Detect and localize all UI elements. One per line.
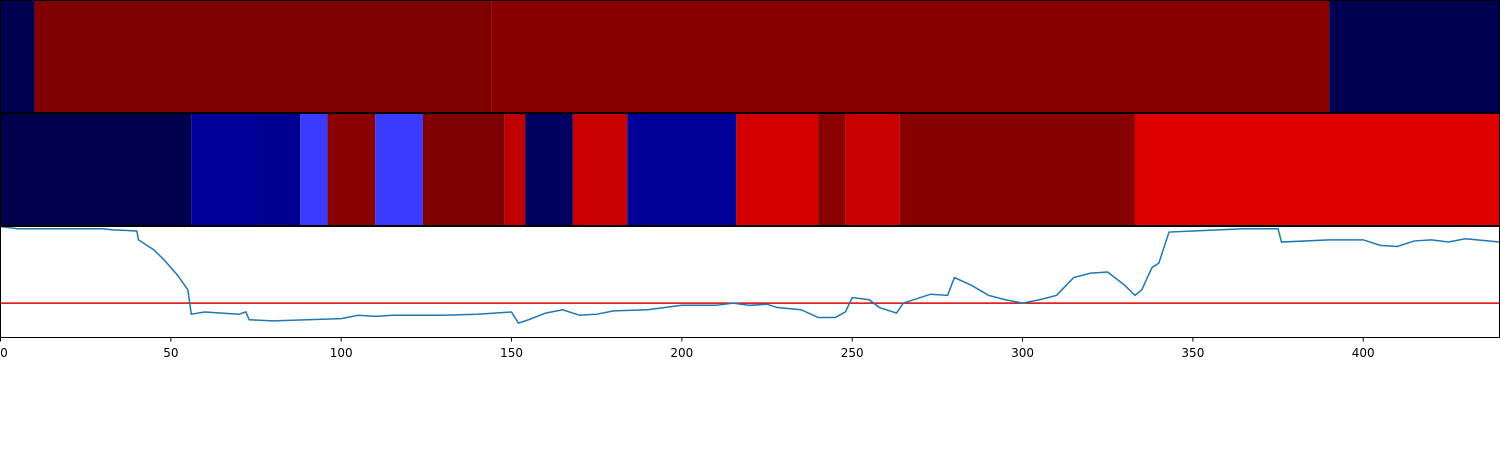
x-tick-label: 250	[841, 346, 864, 360]
x-tick-label: 0	[0, 346, 8, 360]
segment	[327, 113, 376, 226]
segment	[572, 113, 628, 226]
x-tick-label: 300	[1011, 346, 1034, 360]
x-tick-label: 150	[500, 346, 523, 360]
segment	[422, 113, 505, 226]
segment	[375, 113, 423, 226]
segment	[627, 113, 737, 226]
x-tick-label: 50	[163, 346, 178, 360]
x-tick-label: 400	[1352, 346, 1375, 360]
segment	[191, 113, 257, 226]
segment	[300, 113, 328, 226]
segment	[736, 113, 819, 226]
x-tick-label: 350	[1181, 346, 1204, 360]
segment	[1134, 113, 1500, 226]
line-series	[0, 225, 1500, 324]
segment	[504, 113, 526, 226]
segment	[0, 0, 35, 113]
segment	[818, 113, 846, 226]
segment	[491, 0, 1330, 113]
x-tick-label: 100	[330, 346, 353, 360]
segment	[34, 0, 492, 113]
segment	[0, 113, 192, 226]
segment	[899, 113, 1135, 226]
segment	[1329, 0, 1500, 113]
panel-frame	[0, 226, 1500, 338]
segment	[256, 113, 301, 226]
x-tick-label: 200	[670, 346, 693, 360]
segment	[525, 113, 573, 226]
segment	[845, 113, 900, 226]
